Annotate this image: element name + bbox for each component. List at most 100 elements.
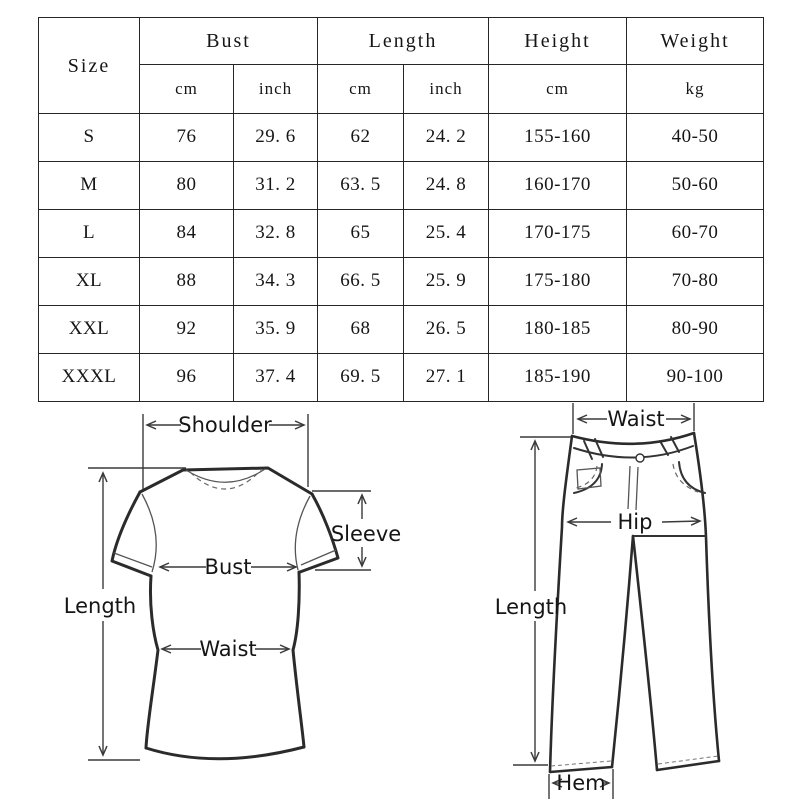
cell-bust-cm: 88 (139, 257, 234, 306)
pants-diagram: Waist Hip Length Hem (495, 403, 721, 799)
cell-length-inch: 26. 5 (403, 305, 489, 354)
size-chart-table: Size Bust Length Height Weight cm inch c… (38, 17, 764, 402)
cell-length-inch: 24. 2 (403, 113, 489, 162)
shirt-length-label: Length (64, 594, 136, 618)
cell-height-cm: 155-160 (488, 113, 627, 162)
cell-size: L (38, 209, 140, 258)
cell-weight-kg: 60-70 (626, 209, 764, 258)
table-row: XL 88 34. 3 66. 5 25. 9 175-180 70-80 (38, 257, 764, 306)
cell-weight-kg: 90-100 (626, 353, 764, 402)
cell-height-cm: 175-180 (488, 257, 627, 306)
right-armhole-seam (294, 495, 311, 571)
collar-inner-dashed (189, 469, 262, 490)
cell-weight-kg: 80-90 (626, 305, 764, 354)
cell-size: XXL (38, 305, 140, 354)
hem-label: Hem (556, 771, 605, 795)
tshirt-diagram: Shoulder Length Sleeve Bust Waist (64, 413, 401, 761)
tshirt-right-side (291, 570, 306, 749)
tshirt-right-sleeve (298, 492, 340, 574)
cell-size: M (38, 161, 140, 210)
cell-length-inch: 25. 9 (403, 257, 489, 306)
pants-waistband-top (570, 431, 696, 446)
table-row: M 80 31. 2 63. 5 24. 8 160-170 50-60 (38, 161, 764, 210)
tshirt-left-sleeve (110, 490, 153, 578)
measurement-diagrams: Shoulder Length Sleeve Bust Waist (64, 403, 721, 799)
cell-length-inch: 25. 4 (403, 209, 489, 258)
table-row: XXL 92 35. 9 68 26. 5 180-185 80-90 (38, 305, 764, 354)
pants-waistband-bottom (573, 445, 694, 459)
fly-line-left (627, 465, 631, 510)
left-armhole-seam (141, 493, 157, 573)
cell-height-cm: 185-190 (488, 353, 627, 402)
cell-length-inch: 27. 1 (403, 353, 489, 402)
table-row: S 76 29. 6 62 24. 2 155-160 40-50 (38, 113, 764, 162)
coin-pocket (576, 467, 602, 490)
unit-length-cm: cm (317, 64, 404, 114)
header-row-groups: Size Bust Length Height Weight (38, 17, 764, 114)
cell-bust-cm: 92 (139, 305, 234, 354)
shoulder-label: Shoulder (178, 413, 272, 437)
pants-left-outer-seam (548, 434, 574, 774)
col-header-height: Height (488, 17, 627, 65)
fly-line-right (635, 466, 639, 511)
shirt-waist-label: Waist (199, 637, 256, 661)
col-header-size: Size (38, 17, 140, 114)
pants-length-label: Length (495, 595, 567, 619)
unit-bust-cm: cm (139, 64, 234, 114)
hip-arrow-right (661, 516, 702, 526)
cell-bust-cm: 80 (139, 161, 234, 210)
table-row: XXXL 96 37. 4 69. 5 27. 1 185-190 90-100 (38, 353, 764, 402)
cell-bust-cm: 84 (139, 209, 234, 258)
tshirt-shoulder-line (138, 466, 314, 496)
tshirt-left-side (144, 574, 160, 750)
right-hem-stitch (657, 755, 719, 765)
cell-height-cm: 170-175 (488, 209, 627, 258)
pants-right-inner-seam (631, 534, 659, 772)
tshirt-hem (144, 745, 306, 761)
pants-left-hem (548, 765, 614, 774)
table-row: L 84 32. 8 65 25. 4 170-175 60-70 (38, 209, 764, 258)
cell-weight-kg: 40-50 (626, 113, 764, 162)
pants-left-inner-seam (610, 534, 635, 769)
hip-label: Hip (618, 510, 653, 534)
cell-length-cm: 68 (317, 305, 404, 354)
cell-bust-inch: 32. 8 (233, 209, 318, 258)
cell-size: XL (38, 257, 140, 306)
belt-loop-left-2 (594, 438, 604, 458)
cell-length-cm: 62 (317, 113, 404, 162)
waist-button (635, 453, 645, 463)
col-header-length: Length (317, 17, 489, 65)
unit-weight-kg: kg (626, 64, 764, 114)
right-pocket-curve (678, 461, 706, 494)
pants-right-hem (655, 759, 721, 772)
left-hem-stitch (550, 760, 612, 767)
cell-bust-cm: 96 (139, 353, 234, 402)
cell-bust-inch: 31. 2 (233, 161, 318, 210)
cell-weight-kg: 50-60 (626, 161, 764, 210)
col-header-weight: Weight (626, 17, 764, 65)
cell-bust-inch: 35. 9 (233, 305, 318, 354)
belt-loop-right-1 (659, 440, 669, 456)
right-cuff-seam (300, 549, 337, 566)
cell-length-cm: 66. 5 (317, 257, 404, 306)
pants-waist-label: Waist (607, 407, 664, 431)
pants-right-outer-seam (692, 431, 721, 763)
cell-length-inch: 24. 8 (403, 161, 489, 210)
belt-loop-right-2 (670, 436, 680, 453)
cell-length-cm: 69. 5 (317, 353, 404, 402)
cell-length-cm: 63. 5 (317, 161, 404, 210)
cell-size: S (38, 113, 140, 162)
bust-label: Bust (205, 555, 252, 579)
unit-height-cm: cm (488, 64, 627, 114)
left-cuff-seam (113, 552, 153, 568)
sleeve-label: Sleeve (331, 522, 401, 546)
left-pocket-dashed (575, 465, 598, 489)
cell-bust-inch: 29. 6 (233, 113, 318, 162)
cell-height-cm: 180-185 (488, 305, 627, 354)
belt-loop-left-1 (583, 440, 593, 460)
cell-weight-kg: 70-80 (626, 257, 764, 306)
unit-length-inch: inch (403, 64, 489, 114)
cell-height-cm: 160-170 (488, 161, 627, 210)
unit-bust-inch: inch (233, 64, 318, 114)
